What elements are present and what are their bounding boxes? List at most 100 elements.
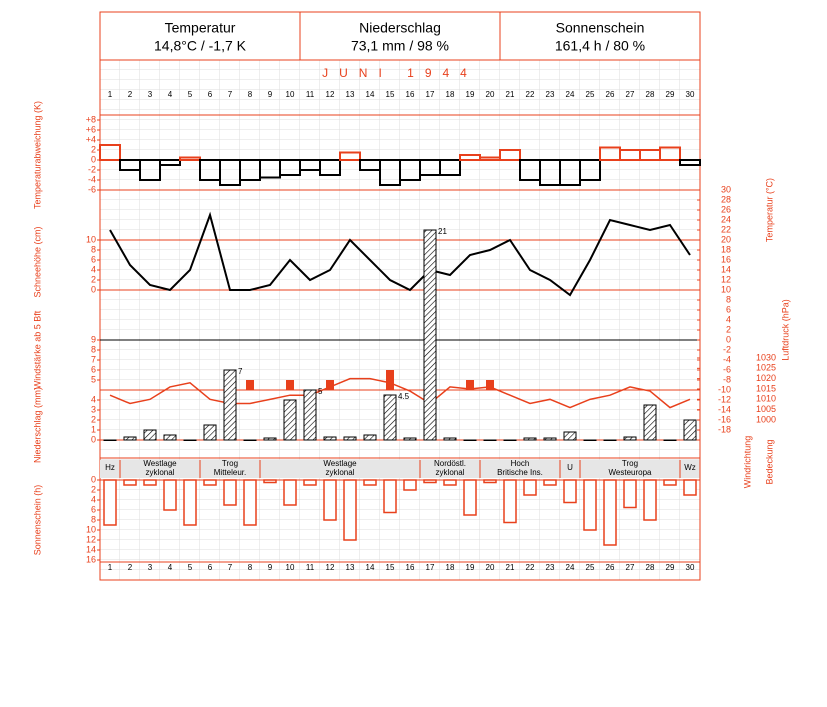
deviation-step bbox=[159, 159, 181, 166]
day-label: 16 bbox=[406, 563, 415, 572]
y-tick-label: 2 bbox=[91, 484, 96, 494]
axis-label: Temperatur (°C) bbox=[764, 178, 774, 242]
day-label: 24 bbox=[566, 90, 575, 99]
bar bbox=[286, 380, 294, 390]
y-tick-label: 2 bbox=[91, 274, 96, 284]
weather-type: Trog bbox=[622, 459, 638, 468]
day-label: 14 bbox=[366, 563, 375, 572]
day-label: 13 bbox=[346, 90, 355, 99]
day-label: 16 bbox=[406, 90, 415, 99]
bar bbox=[483, 479, 497, 484]
day-label: 29 bbox=[666, 90, 675, 99]
day-label: 19 bbox=[466, 563, 475, 572]
weather-type: Westlage bbox=[143, 459, 177, 468]
bar bbox=[163, 479, 177, 511]
month-title: JUNI 1944 bbox=[322, 66, 478, 80]
day-label: 15 bbox=[386, 563, 395, 572]
bar bbox=[103, 439, 117, 441]
bar bbox=[603, 479, 617, 546]
day-label: 5 bbox=[188, 90, 193, 99]
y-tick-label: 28 bbox=[721, 194, 731, 204]
bar bbox=[363, 434, 377, 441]
y-tick-label: -2 bbox=[88, 164, 96, 174]
y-tick-label: -2 bbox=[723, 344, 731, 354]
y-tick-label: 2 bbox=[91, 144, 96, 154]
side-label: Bedeckung bbox=[764, 439, 774, 484]
value-label: 21 bbox=[438, 227, 447, 236]
day-label: 4 bbox=[168, 90, 173, 99]
bar bbox=[463, 479, 477, 516]
y-tick-label: 6 bbox=[726, 304, 731, 314]
bar bbox=[263, 479, 277, 484]
weather-type: zyklonal bbox=[436, 468, 465, 477]
y-tick-label: 3 bbox=[91, 404, 96, 414]
y-tick-label: 1015 bbox=[756, 383, 776, 393]
bar bbox=[386, 370, 394, 390]
bar bbox=[463, 439, 477, 441]
day-label: 14 bbox=[366, 90, 375, 99]
day-label: 19 bbox=[466, 90, 475, 99]
y-tick-label: 26 bbox=[721, 204, 731, 214]
bar bbox=[663, 439, 677, 441]
y-tick-label: 9 bbox=[91, 334, 96, 344]
deviation-step bbox=[99, 144, 121, 161]
bar bbox=[123, 479, 137, 486]
value-label: 5 bbox=[318, 387, 323, 396]
y-tick-label: 0 bbox=[91, 284, 96, 294]
bar bbox=[623, 436, 637, 441]
weather-type: Wz bbox=[684, 463, 696, 472]
bar bbox=[283, 399, 297, 441]
y-tick-label: +6 bbox=[86, 124, 96, 134]
day-label: 30 bbox=[686, 90, 695, 99]
side-label: Windrichtung bbox=[742, 436, 752, 489]
y-tick-label: 0 bbox=[91, 154, 96, 164]
bar bbox=[326, 380, 334, 390]
bar bbox=[523, 479, 537, 496]
day-label: 4 bbox=[168, 563, 173, 572]
deviation-step bbox=[319, 159, 341, 176]
y-tick-label: +8 bbox=[86, 114, 96, 124]
y-tick-label: 1010 bbox=[756, 394, 776, 404]
weather-type: Britische Ins. bbox=[497, 468, 543, 477]
deviation-step bbox=[339, 151, 361, 161]
weather-type: Hz bbox=[105, 463, 115, 472]
y-tick-label: 1 bbox=[91, 424, 96, 434]
day-label: 10 bbox=[286, 90, 295, 99]
bar bbox=[243, 439, 257, 441]
weather-type: Westeuropa bbox=[609, 468, 653, 477]
deviation-step bbox=[579, 159, 601, 181]
y-tick-label: 14 bbox=[86, 544, 96, 554]
y-tick-label: 4 bbox=[91, 264, 96, 274]
day-label: 25 bbox=[586, 90, 595, 99]
day-label: 28 bbox=[646, 90, 655, 99]
day-label: 21 bbox=[506, 563, 515, 572]
day-label: 21 bbox=[506, 90, 515, 99]
weather-type: Mitteleur. bbox=[214, 468, 246, 477]
y-tick-label: -16 bbox=[718, 414, 731, 424]
bar bbox=[466, 380, 474, 390]
y-tick-label: 10 bbox=[721, 284, 731, 294]
day-label: 23 bbox=[546, 90, 555, 99]
header-value: 73,1 mm / 98 % bbox=[351, 38, 449, 54]
y-tick-label: 4 bbox=[726, 314, 731, 324]
weather-band bbox=[100, 460, 700, 478]
y-tick-label: 1030 bbox=[756, 352, 776, 362]
day-label: 24 bbox=[566, 563, 575, 572]
day-label: 12 bbox=[326, 90, 335, 99]
day-label: 9 bbox=[268, 563, 273, 572]
day-label: 7 bbox=[228, 90, 233, 99]
day-label: 12 bbox=[326, 563, 335, 572]
bar bbox=[483, 439, 497, 441]
y-tick-label: 1020 bbox=[756, 373, 776, 383]
value-label: 4.5 bbox=[398, 392, 410, 401]
day-label: 27 bbox=[626, 90, 635, 99]
day-label: 1 bbox=[108, 563, 113, 572]
deviation-step bbox=[499, 149, 521, 161]
day-label: 18 bbox=[446, 90, 455, 99]
deviation-step bbox=[179, 156, 201, 161]
y-tick-label: -4 bbox=[88, 174, 96, 184]
deviation-step bbox=[439, 159, 461, 176]
bar bbox=[486, 380, 494, 390]
y-tick-label: 2 bbox=[726, 324, 731, 334]
